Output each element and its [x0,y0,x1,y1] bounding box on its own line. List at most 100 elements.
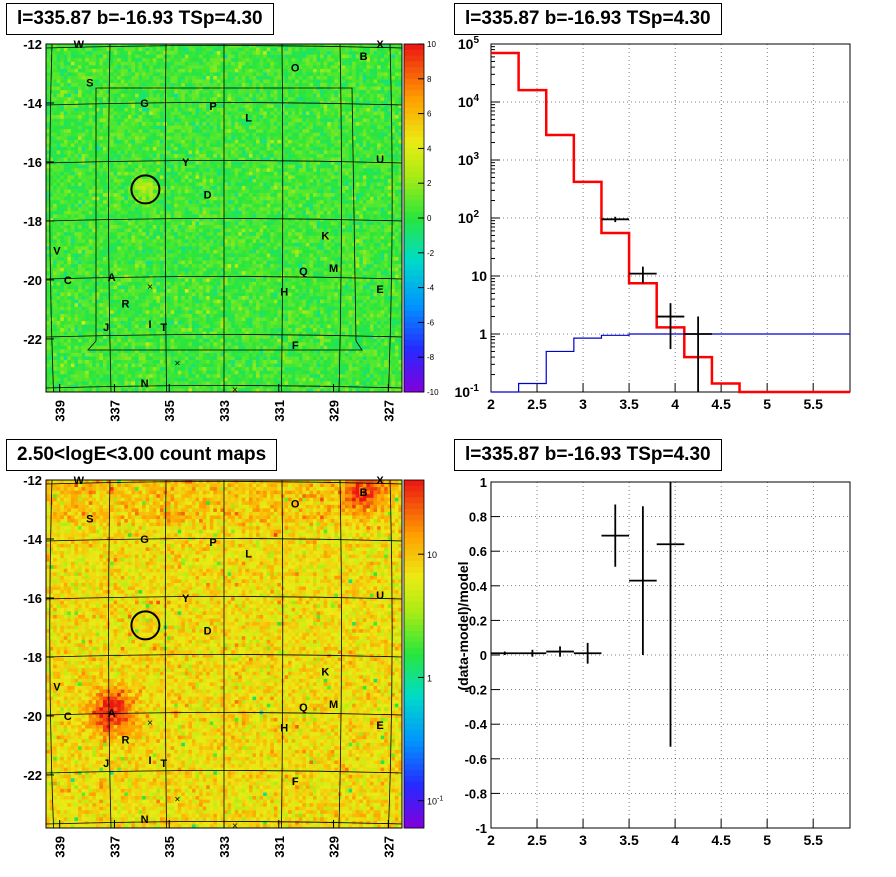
source-label: T [160,322,167,334]
colorbar-cell [404,183,424,189]
colorbar-cell [404,799,424,805]
colorbar-label: -2 [427,249,435,258]
source-label: F [292,340,299,352]
x-tick-label: 329 [327,400,342,422]
source-label: B [360,51,368,63]
colorbar-cell [404,288,424,294]
colorbar-label: 10 [427,550,437,560]
source-label: G [140,98,149,110]
y-axis-label: (data-model)/model [455,561,471,690]
colorbar-cell [404,143,424,149]
colorbar-cell [404,509,424,515]
x-tick-label: 2 [487,396,495,412]
colorbar-label: -8 [427,353,435,362]
source-label: K [321,231,329,243]
colorbar-cell [404,666,424,672]
y-tick-label: -20 [23,709,42,724]
y-tick-exponent: 3 [473,151,479,162]
x-tick-label: 5 [763,832,771,848]
colorbar-cell [404,683,424,689]
y-tick-label: 0.8 [469,510,487,525]
source-label: X [376,475,384,487]
colorbar-cell [404,108,424,114]
colorbar-cell [404,334,424,340]
source-label: K [321,667,329,679]
colorbar-cell [404,259,424,265]
source-label: L [245,549,252,561]
source-label: H [280,287,288,299]
colorbar-cell [404,497,424,503]
y-tick-label: -22 [23,332,42,347]
y-tick-label: -14 [23,532,43,547]
y-tick-label: 1 [480,475,487,490]
colorbar-cell [404,230,424,236]
colorbar-label: -6 [427,318,435,327]
source-label: N [141,814,149,826]
colorbar-cell [404,480,424,486]
colorbar-cell [404,369,424,375]
y-tick-label: -18 [23,650,42,665]
colorbar-cell [404,567,424,573]
colorbar-cell [404,247,424,253]
colorbar-cell [404,166,424,172]
source-label: Y [182,593,190,605]
x-tick-label: 5 [763,396,771,412]
x-tick-label: 333 [217,836,232,858]
x-tick-label: 3.5 [619,396,639,412]
colorbar-cell [404,102,424,108]
spectrum-title: l=335.87 b=-16.93 TSp=4.30 [454,3,722,35]
colorbar-cell [404,253,424,259]
colorbar-cell [404,293,424,299]
x-tick-label: 3.5 [619,832,639,848]
colorbar-label: 1 [427,673,432,683]
colorbar-cell [404,305,424,311]
y-tick-label: 105 [458,35,480,52]
source-label: R [121,735,129,747]
colorbar-cell [404,56,424,62]
colorbar-cell [404,729,424,735]
source-label: Y [182,157,190,169]
y-tick-label: 102 [458,209,480,226]
colorbar-cell [404,67,424,73]
colorbar-cell [404,351,424,357]
source-label: U [376,154,384,166]
x-marker: × [147,282,153,293]
colorbar-cell [404,50,424,56]
y-tick-label: 0.2 [469,613,487,628]
y-tick-label: 1 [479,326,487,342]
y-tick-exponent: 5 [473,35,479,46]
y-tick-label: -16 [23,155,42,170]
colorbar-cell [404,538,424,544]
source-label: G [140,534,149,546]
x-tick-label: 333 [217,400,232,422]
colorbar-cell [404,700,424,706]
source-label: S [86,513,93,525]
colorbar-cell [404,224,424,230]
colorbar-cell [404,515,424,521]
colorbar-cell [404,189,424,195]
colorbar-cell [404,380,424,386]
x-tick-label: 335 [162,400,177,422]
source-label: W [74,475,85,487]
colorbar-label: 10-1 [427,796,443,807]
colorbar-cell [404,764,424,770]
colorbar-cell [404,544,424,550]
colorbar-cell [404,770,424,776]
colorbar-label: 2 [427,179,432,188]
y-tick-label: -12 [23,37,42,52]
colorbar-cell [404,311,424,317]
y-tick-label: -14 [23,96,43,111]
colorbar-label: 6 [427,110,432,119]
x-marker: × [232,385,238,396]
source-label: N [141,378,149,390]
colorbar-cell [404,125,424,131]
colorbar-cell [404,212,424,218]
source-label: V [53,245,61,257]
colorbar-cell [404,695,424,701]
source-label: I [149,319,152,331]
y-tick-label: -1 [475,821,487,836]
